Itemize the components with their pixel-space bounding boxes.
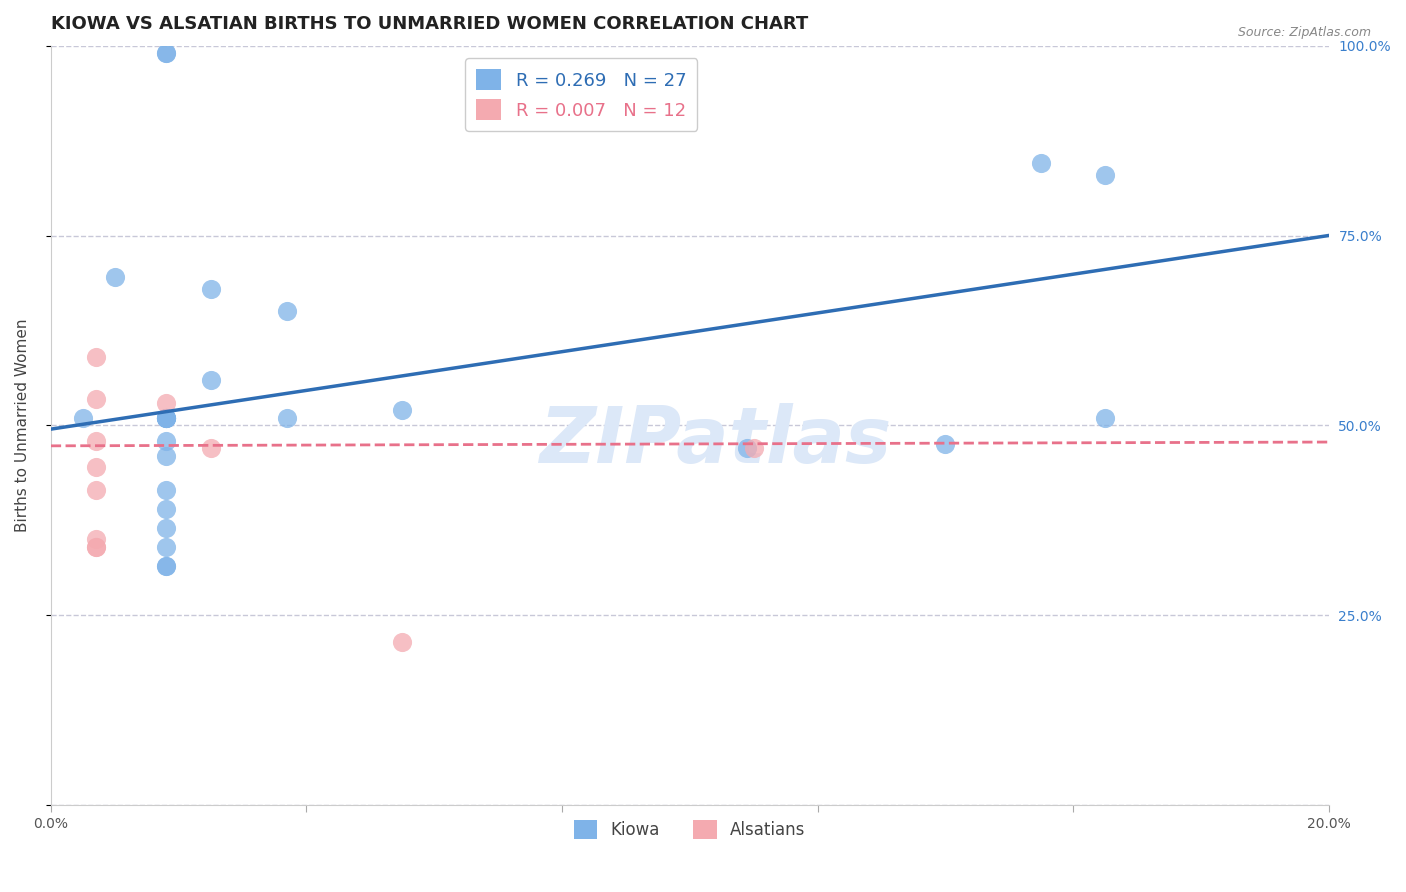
Point: [84, 434, 107, 448]
Legend: Kiowa, Alsatians: Kiowa, Alsatians: [568, 814, 813, 846]
Text: Source: ZipAtlas.com: Source: ZipAtlas.com: [1237, 26, 1371, 39]
Point: [200, 441, 222, 455]
Point: [1031, 156, 1053, 170]
Point: [155, 410, 177, 425]
Point: [84, 533, 107, 547]
Y-axis label: Births to Unmarried Women: Births to Unmarried Women: [15, 318, 30, 533]
Point: [276, 304, 298, 318]
Point: [104, 270, 127, 285]
Point: [155, 501, 177, 516]
Point: [200, 373, 222, 387]
Point: [155, 483, 177, 497]
Point: [84, 460, 107, 475]
Point: [155, 410, 177, 425]
Point: [84, 483, 107, 497]
Point: [155, 558, 177, 573]
Point: [155, 46, 177, 61]
Point: [200, 282, 222, 296]
Point: [735, 441, 758, 455]
Point: [155, 521, 177, 535]
Point: [276, 410, 298, 425]
Text: ZIPatlas: ZIPatlas: [538, 402, 891, 478]
Point: [72, 410, 94, 425]
Point: [934, 437, 956, 451]
Point: [84, 350, 107, 364]
Point: [155, 395, 177, 409]
Point: [155, 540, 177, 554]
Text: KIOWA VS ALSATIAN BIRTHS TO UNMARRIED WOMEN CORRELATION CHART: KIOWA VS ALSATIAN BIRTHS TO UNMARRIED WO…: [51, 15, 808, 33]
Point: [84, 540, 107, 554]
Point: [155, 558, 177, 573]
Point: [84, 540, 107, 554]
Point: [155, 434, 177, 448]
Point: [391, 403, 413, 417]
Point: [391, 634, 413, 648]
Point: [155, 410, 177, 425]
Point: [155, 46, 177, 61]
Point: [155, 410, 177, 425]
Point: [1094, 168, 1116, 182]
Point: [742, 441, 765, 455]
Point: [155, 410, 177, 425]
Point: [155, 449, 177, 463]
Point: [84, 392, 107, 406]
Point: [1094, 410, 1116, 425]
